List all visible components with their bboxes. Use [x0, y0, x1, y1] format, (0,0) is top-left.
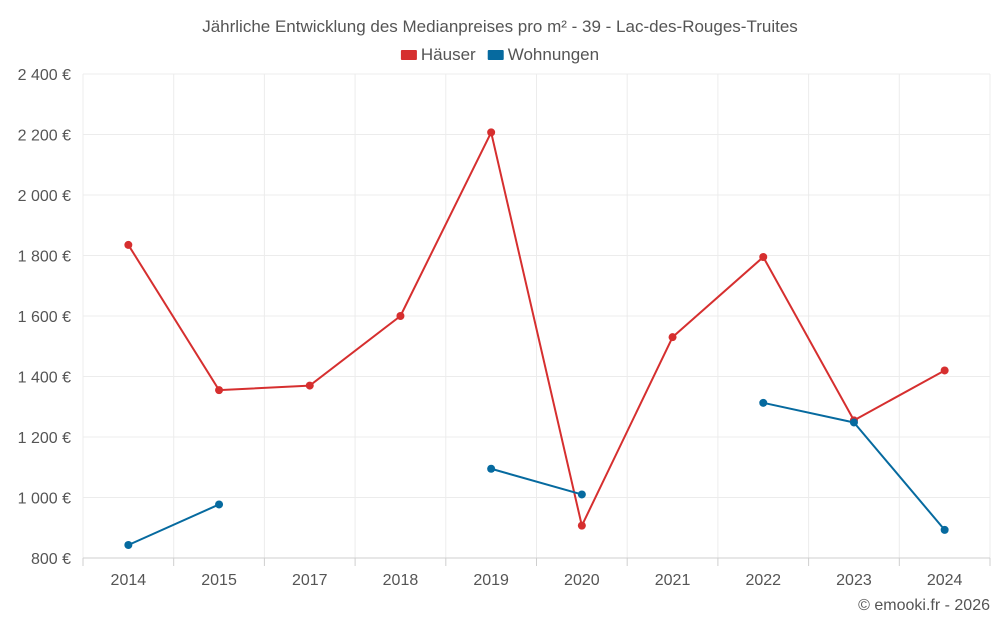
x-tick-label: 2023: [836, 572, 872, 589]
data-point[interactable]: [759, 253, 768, 262]
legend: Häuser Wohnungen: [400, 45, 599, 64]
y-tick-label: 2 400 €: [18, 67, 71, 84]
data-point[interactable]: [940, 366, 949, 375]
y-tick-label: 2 000 €: [18, 188, 71, 205]
data-point[interactable]: [849, 418, 858, 427]
data-point[interactable]: [396, 312, 405, 320]
y-axis: 800 € 1 000 € 1 200 € 1 400 € 1 600 € 1 800 €…: [18, 67, 71, 568]
series-line: [127, 131, 946, 527]
series-häuser: [124, 128, 949, 530]
x-tick-label: 2024: [927, 572, 963, 589]
x-tick-label: 2019: [473, 572, 509, 589]
x-tick-label: 2015: [201, 572, 237, 589]
y-tick-label: 1 400 €: [18, 370, 71, 387]
chart-title: Jährliche Entwicklung des Medianpreises …: [202, 17, 798, 36]
x-tick-label: 2014: [111, 572, 147, 589]
data-point[interactable]: [215, 386, 224, 395]
y-tick-label: 1 600 €: [18, 309, 71, 326]
legend-item-wohnungen[interactable]: Wohnungen: [487, 45, 599, 64]
x-tick-label: 2020: [564, 572, 600, 589]
data-point[interactable]: [577, 521, 586, 530]
data-point[interactable]: [940, 525, 949, 534]
y-tick-label: 1 200 €: [18, 430, 71, 447]
legend-label: Häuser: [421, 45, 476, 64]
data-point[interactable]: [124, 240, 133, 249]
y-tick-label: 2 200 €: [18, 128, 71, 145]
credit-text: © emooki.fr - 2026: [858, 597, 990, 614]
y-tick-label: 1 800 €: [18, 249, 71, 266]
legend-swatch: [400, 50, 417, 60]
data-point[interactable]: [759, 398, 768, 407]
x-tick-label: 2018: [383, 572, 419, 589]
legend-item-häuser[interactable]: Häuser: [400, 45, 476, 64]
x-axis: 2014 2015 2017 2018 2019 2020 2021 2022 2023 2024: [82, 557, 991, 589]
grid: [82, 73, 991, 559]
x-tick-label: 2022: [745, 572, 781, 589]
data-point[interactable]: [487, 464, 496, 473]
data-point[interactable]: [668, 333, 677, 342]
series-line: [127, 503, 220, 546]
data-point[interactable]: [215, 500, 224, 509]
x-tick-label: 2017: [292, 572, 328, 589]
legend-label: Wohnungen: [508, 45, 599, 64]
y-tick-label: 800 €: [31, 551, 71, 568]
data-point[interactable]: [305, 381, 314, 390]
y-tick-label: 1 000 €: [18, 491, 71, 508]
legend-swatch: [487, 50, 504, 60]
series-layer: [124, 128, 949, 549]
data-point[interactable]: [577, 490, 586, 499]
series-line: [490, 467, 583, 496]
data-point[interactable]: [487, 128, 496, 137]
series-wohnungen: [124, 398, 949, 549]
data-point[interactable]: [124, 540, 133, 549]
x-tick-label: 2021: [655, 572, 691, 589]
